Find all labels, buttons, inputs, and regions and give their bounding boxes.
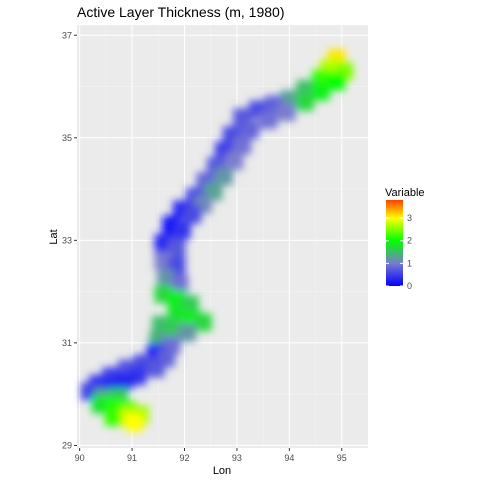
y-axis-title: Lat (48, 229, 60, 244)
heatmap-cell (183, 205, 202, 224)
heatmap-cell (311, 82, 330, 101)
heatmap-cell (327, 72, 346, 91)
legend-tick-label: 2 (407, 236, 412, 246)
heatmap-cells (81, 49, 354, 432)
y-tick-label: 35 (62, 133, 72, 143)
x-tick-label: 90 (75, 453, 85, 463)
heatmap-cell (193, 313, 212, 332)
heatmap-cell (167, 305, 186, 324)
x-tick-label: 92 (179, 453, 189, 463)
heatmap-cell (241, 121, 260, 140)
heatmap-cell (259, 110, 278, 129)
legend-colorbar (386, 200, 403, 286)
y-axis-ticks: 29 31 33 35 37 (62, 30, 77, 450)
heatmap-cell (125, 413, 144, 432)
heatmap-cell (146, 359, 165, 378)
heatmap-cell (225, 151, 244, 170)
legend-title: Variable (385, 187, 425, 199)
x-tick-label: 93 (232, 453, 242, 463)
y-tick-label: 37 (62, 30, 72, 40)
legend-tick-label: 0 (407, 281, 412, 291)
x-axis-title: Lon (213, 465, 231, 477)
legend-tick-label: 3 (407, 213, 412, 223)
legend: Variable 0 1 2 3 (385, 187, 425, 291)
chart-title: Active Layer Thickness (m, 1980) (77, 4, 285, 20)
heatmap-cell (277, 103, 296, 122)
heatmap-cell (233, 136, 252, 155)
y-tick-label: 29 (62, 440, 72, 450)
y-tick-label: 31 (62, 338, 72, 348)
heatmap-cell (172, 221, 191, 240)
heatmap-cell (214, 167, 233, 186)
heatmap-cell (104, 408, 123, 427)
x-axis-ticks: 90 91 92 93 94 95 (75, 448, 347, 463)
x-tick-label: 91 (127, 453, 137, 463)
legend-ticks: 0 1 2 3 (386, 213, 412, 291)
x-tick-label: 95 (337, 453, 347, 463)
y-tick-label: 33 (62, 235, 72, 245)
heatmap-cell (296, 92, 315, 111)
heatmap-cell (178, 323, 197, 342)
x-tick-label: 94 (284, 453, 294, 463)
legend-tick-label: 1 (407, 258, 412, 268)
heatmap-cell (170, 274, 189, 293)
